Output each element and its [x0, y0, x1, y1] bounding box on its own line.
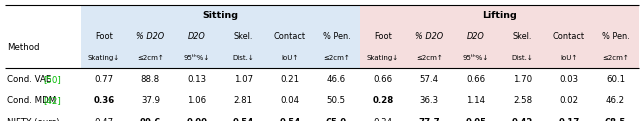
Text: Contact: Contact: [274, 32, 306, 41]
Text: 1.07: 1.07: [234, 75, 253, 84]
Text: 0.66: 0.66: [373, 75, 392, 84]
Text: 36.3: 36.3: [420, 96, 439, 105]
Bar: [81, 5, 360, 68]
Text: Dist.↓: Dist.↓: [232, 55, 254, 61]
Text: Skating↓: Skating↓: [88, 55, 120, 61]
Text: Skating↓: Skating↓: [367, 55, 399, 61]
Text: 0.77: 0.77: [94, 75, 113, 84]
Text: 0.21: 0.21: [280, 75, 300, 84]
Text: 88.8: 88.8: [141, 75, 160, 84]
Text: 0.36: 0.36: [93, 96, 115, 105]
Text: 0.02: 0.02: [559, 96, 579, 105]
Text: 0.00: 0.00: [186, 118, 207, 121]
Text: % Pen.: % Pen.: [602, 32, 629, 41]
Text: Dist.↓: Dist.↓: [511, 55, 533, 61]
Text: 0.42: 0.42: [512, 118, 533, 121]
Text: Skel.: Skel.: [234, 32, 253, 41]
Text: [42]: [42]: [44, 96, 61, 105]
Text: [50]: [50]: [44, 75, 61, 84]
Text: Foot: Foot: [374, 32, 392, 41]
Text: 50.5: 50.5: [327, 96, 346, 105]
Text: 0.17: 0.17: [558, 118, 580, 121]
Text: 0.04: 0.04: [280, 96, 300, 105]
Text: Cond. VAE: Cond. VAE: [7, 75, 54, 84]
Text: 2.81: 2.81: [234, 96, 253, 105]
Text: 37.9: 37.9: [141, 96, 160, 105]
Text: Cond. MDM: Cond. MDM: [7, 96, 59, 105]
Text: 46.6: 46.6: [327, 75, 346, 84]
Text: ≤2cm↑: ≤2cm↑: [137, 55, 164, 61]
Text: 68.5: 68.5: [605, 118, 626, 121]
Text: Contact: Contact: [553, 32, 585, 41]
Text: D2O: D2O: [188, 32, 206, 41]
Text: ≤2cm↑: ≤2cm↑: [602, 55, 629, 61]
Text: 1.14: 1.14: [467, 96, 486, 105]
Text: Method: Method: [7, 43, 40, 52]
Text: % D2O: % D2O: [136, 32, 164, 41]
Text: 0.05: 0.05: [465, 118, 486, 121]
Text: 65.0: 65.0: [326, 118, 347, 121]
Text: 0.28: 0.28: [372, 96, 394, 105]
Text: Sitting: Sitting: [202, 11, 238, 20]
Text: 57.4: 57.4: [420, 75, 439, 84]
Text: Lifting: Lifting: [482, 11, 516, 20]
Text: D2O: D2O: [467, 32, 485, 41]
Text: 2.58: 2.58: [513, 96, 532, 105]
Text: % D2O: % D2O: [415, 32, 444, 41]
Text: 1.06: 1.06: [188, 96, 207, 105]
Text: NIFTY (ours): NIFTY (ours): [7, 118, 60, 121]
Text: 0.54: 0.54: [233, 118, 254, 121]
Text: % Pen.: % Pen.: [323, 32, 350, 41]
Text: ≤2cm↑: ≤2cm↑: [416, 55, 443, 61]
Text: 0.54: 0.54: [279, 118, 301, 121]
Text: 46.2: 46.2: [606, 96, 625, 105]
Text: 0.47: 0.47: [94, 118, 113, 121]
Text: ≤2cm↑: ≤2cm↑: [323, 55, 350, 61]
Text: 60.1: 60.1: [606, 75, 625, 84]
Text: 0.66: 0.66: [467, 75, 486, 84]
Text: 0.03: 0.03: [559, 75, 579, 84]
Text: 99.6: 99.6: [140, 118, 161, 121]
Text: Skel.: Skel.: [513, 32, 532, 41]
Text: IoU↑: IoU↑: [561, 55, 577, 61]
Bar: [360, 5, 639, 68]
Text: 1.70: 1.70: [513, 75, 532, 84]
Text: 77.7: 77.7: [419, 118, 440, 121]
Text: 95ᵗʰ%↓: 95ᵗʰ%↓: [463, 55, 489, 61]
Text: IoU↑: IoU↑: [282, 55, 298, 61]
Text: Foot: Foot: [95, 32, 113, 41]
Text: 95ᵗʰ%↓: 95ᵗʰ%↓: [184, 55, 210, 61]
Text: 0.34: 0.34: [373, 118, 392, 121]
Text: 0.13: 0.13: [188, 75, 207, 84]
